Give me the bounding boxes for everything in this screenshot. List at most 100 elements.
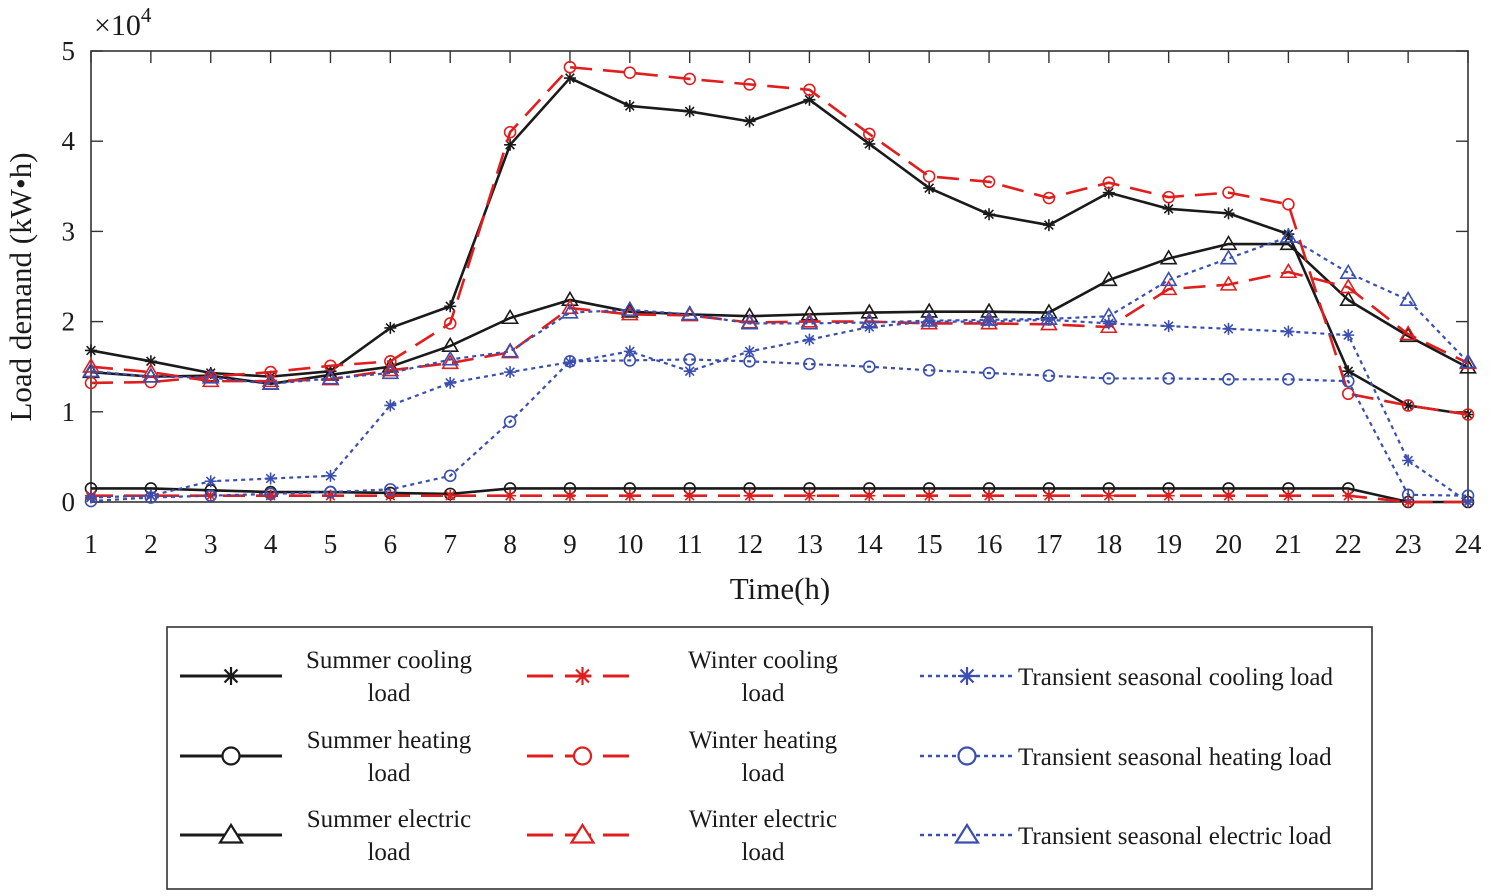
data-point-summer-electric-load xyxy=(800,305,819,321)
legend-label: load xyxy=(741,680,785,707)
data-point-transient-seasonal-electric-load xyxy=(321,369,340,385)
data-point-winter-cooling-load xyxy=(983,489,996,502)
data-point-winter-heating-load xyxy=(563,60,577,74)
data-point-transient-seasonal-cooling-load xyxy=(1222,322,1235,335)
data-point-transient-seasonal-cooling-load xyxy=(1402,454,1415,467)
data-point-summer-cooling-load xyxy=(563,72,576,85)
data-point-transient-seasonal-heating-load xyxy=(384,483,397,496)
data-point-transient-seasonal-heating-load xyxy=(563,354,577,368)
x-tick-label: 14 xyxy=(856,529,884,559)
legend-label: Transient seasonal heating load xyxy=(1018,744,1332,771)
data-point-transient-seasonal-heating-load xyxy=(982,366,996,380)
data-point-summer-electric-load xyxy=(860,303,879,319)
data-point-winter-heating-load xyxy=(922,170,936,183)
data-point-winter-heating-load xyxy=(982,175,996,189)
data-point-transient-seasonal-electric-load xyxy=(1099,307,1118,323)
data-point-transient-seasonal-cooling-load xyxy=(324,469,337,482)
legend-label: Summer electric xyxy=(307,806,472,833)
data-point-winter-cooling-load xyxy=(1222,489,1235,502)
series-transient-seasonal-cooling-load xyxy=(85,313,1474,508)
data-point-transient-seasonal-cooling-load xyxy=(1462,496,1474,508)
data-point-transient-seasonal-electric-load xyxy=(561,303,579,319)
data-point-transient-seasonal-electric-load xyxy=(740,314,759,330)
x-tick-label: 16 xyxy=(976,529,1003,559)
legend-swatch-marker xyxy=(573,667,592,685)
data-point-winter-cooling-load xyxy=(264,489,277,502)
x-tick-label: 17 xyxy=(1035,529,1062,559)
data-point-transient-seasonal-heating-load xyxy=(623,354,637,367)
data-point-summer-electric-load xyxy=(1279,234,1298,251)
legend-label: load xyxy=(367,680,411,707)
data-point-summer-electric-load xyxy=(1159,249,1178,265)
data-point-winter-electric-load xyxy=(1219,275,1238,291)
legend-label: Summer cooling xyxy=(306,647,472,674)
series-layer xyxy=(82,60,1477,509)
data-point-winter-cooling-load xyxy=(863,489,876,502)
data-point-transient-seasonal-electric-load xyxy=(1040,309,1058,325)
data-point-transient-seasonal-cooling-load xyxy=(743,345,756,358)
data-point-transient-seasonal-cooling-load xyxy=(983,315,996,328)
data-point-winter-heating-load xyxy=(623,66,637,79)
data-point-transient-seasonal-electric-load xyxy=(1159,271,1178,287)
data-point-transient-seasonal-heating-load xyxy=(743,354,756,368)
data-point-winter-electric-load xyxy=(261,372,280,388)
plot-area-border xyxy=(90,50,1469,503)
legend-box xyxy=(166,626,1373,890)
y-axis-label: Load demand (kW•h) xyxy=(3,152,38,421)
legend-label: Winter heating xyxy=(689,727,838,754)
data-point-transient-seasonal-cooling-load xyxy=(683,365,696,378)
data-point-transient-seasonal-cooling-load xyxy=(1162,320,1175,333)
data-point-transient-seasonal-heating-load xyxy=(1162,372,1175,385)
legend-entry-winter-electric-load: Winter electric load xyxy=(527,806,837,866)
data-point-winter-heating-load xyxy=(1401,399,1415,412)
data-point-transient-seasonal-electric-load xyxy=(441,350,460,366)
data-point-summer-cooling-load xyxy=(1402,399,1415,412)
legend-entry-transient-seasonal-heating-load: Transient seasonal heating load xyxy=(920,744,1332,771)
data-point-summer-electric-load xyxy=(1219,234,1238,251)
legend-entry-transient-seasonal-electric-load: Transient seasonal electric load xyxy=(920,822,1332,850)
data-point-transient-seasonal-heating-load xyxy=(1222,373,1235,386)
data-point-transient-seasonal-electric-load xyxy=(82,362,100,378)
data-point-summer-cooling-load xyxy=(504,138,517,151)
data-point-summer-cooling-load xyxy=(1342,365,1355,378)
series-line-winter-electric-load xyxy=(90,270,1469,383)
y-tick-label: 2 xyxy=(62,307,76,337)
x-tick-label: 18 xyxy=(1095,529,1122,559)
legend-swatch-marker xyxy=(218,822,244,844)
data-point-transient-seasonal-heating-load xyxy=(84,494,98,508)
data-point-winter-cooling-load xyxy=(923,489,936,502)
data-point-transient-seasonal-heating-load xyxy=(144,491,158,504)
data-point-transient-seasonal-electric-load xyxy=(860,313,879,329)
data-point-winter-heating-load xyxy=(1461,408,1475,421)
data-point-winter-heating-load xyxy=(683,72,696,86)
legend-label: Transient seasonal cooling load xyxy=(1018,664,1334,691)
series-line-transient-seasonal-heating-load xyxy=(90,358,1469,503)
y-tick-label: 1 xyxy=(62,397,76,427)
data-point-transient-seasonal-electric-load xyxy=(1399,290,1418,307)
data-point-transient-seasonal-electric-load xyxy=(620,300,639,316)
data-point-winter-heating-load xyxy=(1162,190,1175,204)
data-point-winter-heating-load xyxy=(1222,186,1235,199)
x-tick-label: 10 xyxy=(616,529,643,559)
data-point-transient-seasonal-cooling-load xyxy=(923,315,936,328)
x-tick-label: 4 xyxy=(264,529,278,559)
data-point-winter-electric-load xyxy=(1099,317,1118,334)
x-tick-label: 11 xyxy=(677,529,703,559)
x-tick-label: 15 xyxy=(916,529,943,559)
data-point-transient-seasonal-cooling-load xyxy=(444,376,457,389)
data-point-winter-cooling-load xyxy=(623,489,636,502)
series-transient-seasonal-electric-load xyxy=(82,227,1477,390)
legend-swatch-marker xyxy=(221,746,241,766)
data-point-summer-cooling-load xyxy=(983,208,996,221)
data-point-winter-electric-load xyxy=(1279,262,1298,279)
x-tick-label: 2 xyxy=(144,529,158,559)
y-tick-label: 4 xyxy=(62,126,76,156)
data-point-winter-heating-load xyxy=(84,376,98,390)
data-point-summer-electric-load xyxy=(1459,358,1477,374)
data-point-summer-cooling-load xyxy=(85,344,97,357)
data-point-transient-seasonal-cooling-load xyxy=(623,345,636,358)
legend-label: load xyxy=(367,839,411,866)
data-point-winter-heating-load xyxy=(443,317,457,330)
series-line-winter-cooling-load xyxy=(91,494,1468,504)
y-axis-ticks: 0 1 2 3 4 5 xyxy=(62,36,1468,517)
